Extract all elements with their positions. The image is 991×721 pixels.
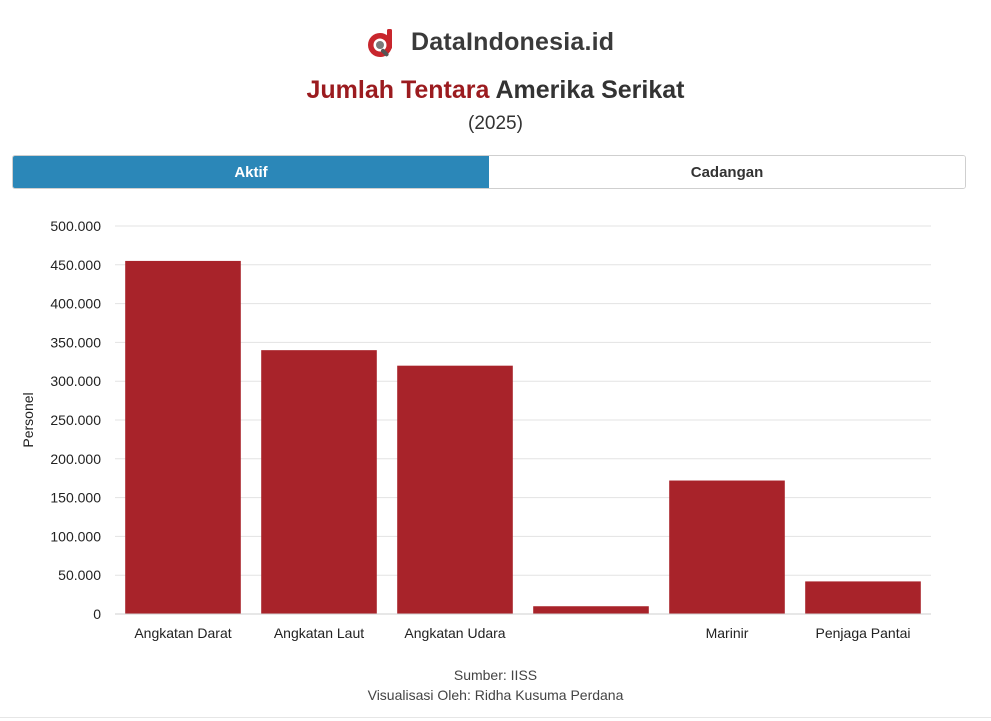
chart-title-highlight: Jumlah Tentara bbox=[306, 76, 490, 104]
y-tick-label: 0 bbox=[93, 606, 101, 622]
bar bbox=[805, 581, 921, 614]
y-tick-label: 50.000 bbox=[58, 567, 101, 583]
y-axis-title: Personel bbox=[20, 392, 36, 447]
y-tick-label: 400.000 bbox=[50, 296, 101, 312]
brand-name: DataIndonesia.id bbox=[411, 28, 615, 56]
y-tick-label: 100.000 bbox=[50, 528, 101, 544]
brand-header: DataIndonesia.id bbox=[0, 24, 991, 64]
chart-subtitle: (2025) bbox=[468, 113, 523, 134]
credit-note: Visualisasi Oleh: Ridha Kusuma Perdana bbox=[367, 687, 624, 703]
dataindonesia-logo-icon bbox=[368, 29, 392, 57]
y-tick-label: 250.000 bbox=[50, 412, 101, 428]
x-tick-label: Marinir bbox=[706, 625, 749, 641]
bar-chart: 0 50.000 100.000 150.000 200.000 250.000 300.0… bbox=[20, 218, 931, 641]
bar bbox=[397, 365, 513, 614]
bar bbox=[261, 350, 377, 614]
y-tick-label: 350.000 bbox=[50, 334, 101, 350]
tab-cadangan[interactable]: Cadangan bbox=[489, 156, 965, 188]
bar bbox=[125, 260, 241, 614]
chart-title-rest: Amerika Serikat bbox=[495, 76, 685, 104]
x-tick-label: Angkatan Darat bbox=[134, 625, 231, 641]
footer-divider bbox=[0, 717, 991, 718]
y-tick-label: 450.000 bbox=[50, 257, 101, 273]
source-note: Sumber: IISS bbox=[453, 667, 538, 683]
bar bbox=[669, 480, 785, 614]
y-tick-label: 200.000 bbox=[50, 451, 101, 467]
y-tick-label: 150.000 bbox=[50, 490, 101, 506]
x-tick-label: Angkatan Udara bbox=[404, 625, 505, 641]
x-tick-label: Angkatan Laut bbox=[274, 625, 364, 641]
tab-aktif[interactable]: Aktif bbox=[13, 156, 489, 188]
chart-title: Jumlah Tentara Amerika Serikat bbox=[0, 76, 991, 105]
chart-footer: Sumber: IISS Visualisasi Oleh: Ridha Kus… bbox=[0, 665, 991, 705]
y-tick-label: 300.000 bbox=[50, 373, 101, 389]
tab-bar: Aktif Cadangan bbox=[12, 155, 966, 189]
bar bbox=[533, 606, 649, 614]
x-tick-label: Penjaga Pantai bbox=[816, 625, 911, 641]
y-tick-label: 500.000 bbox=[50, 218, 101, 234]
